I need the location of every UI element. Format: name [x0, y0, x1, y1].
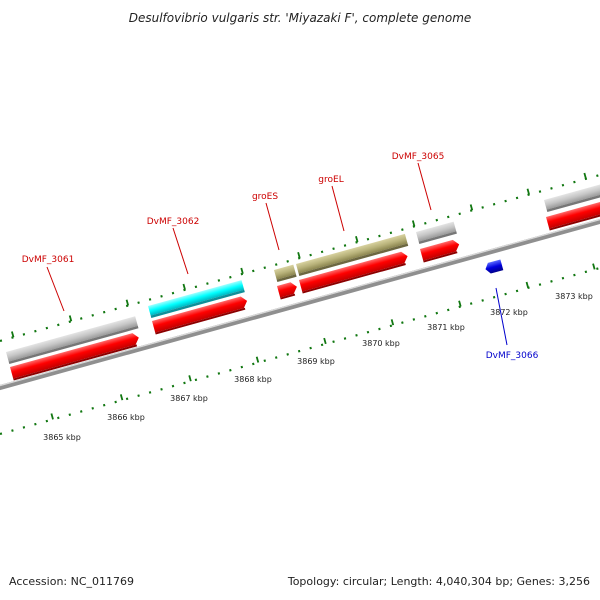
gene-label-dvmf3061: DvMF_3061 [22, 255, 75, 265]
gene-label-dvmf3066: DvMF_3066 [486, 351, 539, 361]
orf-feature-1[interactable] [6, 316, 139, 365]
cds-arrow-dvmf3065[interactable] [420, 239, 461, 263]
lower-scale-track [0, 262, 600, 436]
scale-label-3870: 3870 kbp [362, 339, 400, 348]
genome-backbone [0, 209, 600, 396]
leader-dvmf3061 [46, 266, 65, 312]
leader-groes [265, 202, 280, 251]
genome-summary-text: Topology: circular; Length: 4,040,304 bp… [287, 575, 590, 588]
orf-feature-3065[interactable] [416, 221, 457, 245]
gene-label-groel: groEL [318, 175, 343, 185]
leader-groel [331, 185, 345, 232]
leader-dvmf3065 [417, 162, 432, 211]
scale-label-3868: 3868 kbp [234, 375, 272, 384]
map-title: Desulfovibrio vulgaris str. 'Miyazaki F'… [129, 11, 472, 25]
cds-arrow-dvmf3061[interactable] [10, 332, 141, 381]
cds-arrow-groes[interactable] [277, 281, 299, 300]
cds-arrow-dvmf3062[interactable] [152, 295, 249, 335]
scale-label-3865: 3865 kbp [43, 433, 81, 442]
scale-label-3873: 3873 kbp [555, 292, 593, 301]
scale-label-3867: 3867 kbp [170, 394, 208, 403]
orf-feature-groes[interactable] [274, 264, 297, 283]
cds-arrow-groel[interactable] [299, 250, 410, 294]
orf-feature-cyan[interactable] [148, 280, 245, 319]
scale-label-3866: 3866 kbp [107, 413, 145, 422]
scale-labels: 3865 kbp 3866 kbp 3867 kbp 3868 kbp 3869… [43, 292, 593, 442]
gene-labels: DvMF_3061 DvMF_3062 groES groEL DvMF_306… [22, 152, 539, 361]
scale-label-3869: 3869 kbp [297, 357, 335, 366]
leader-dvmf3062 [172, 227, 189, 275]
cds-arrow-dvmf3066[interactable] [484, 259, 504, 274]
scale-label-3872: 3872 kbp [490, 308, 528, 317]
leader-dvmf3066 [495, 287, 508, 346]
cds-arrow-edge[interactable] [546, 198, 600, 231]
gene-label-dvmf3062: DvMF_3062 [147, 217, 200, 227]
accession-text: Accession: NC_011769 [9, 575, 134, 588]
orf-feature-edge[interactable] [544, 181, 600, 213]
orf-feature-groel[interactable] [296, 233, 409, 277]
gene-label-dvmf3065: DvMF_3065 [392, 152, 445, 162]
leader-lines [46, 162, 508, 346]
gene-label-groes: groES [252, 192, 278, 202]
scale-label-3871: 3871 kbp [427, 323, 465, 332]
upper-tick-track [0, 169, 600, 343]
